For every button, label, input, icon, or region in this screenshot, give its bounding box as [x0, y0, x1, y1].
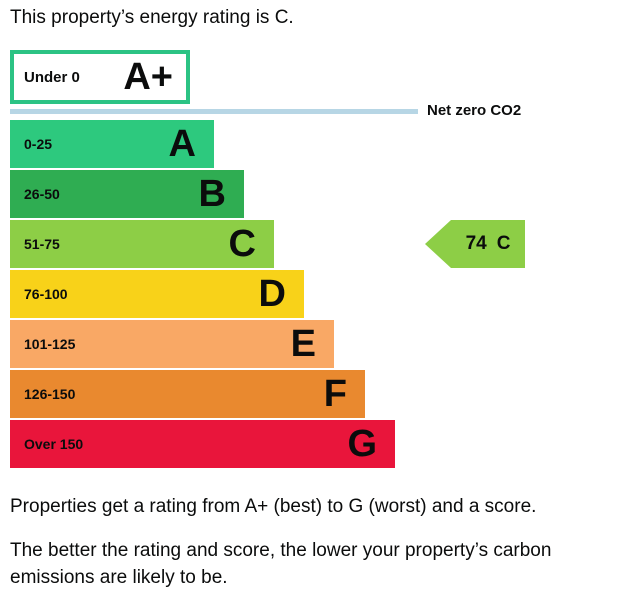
page-title: This property’s energy rating is C. [10, 7, 294, 28]
band-e: 101-125 E [10, 320, 334, 368]
band-a: 0-25 A [10, 120, 214, 168]
band-letter: A+ [123, 56, 173, 98]
band-range-label: Over 150 [24, 436, 84, 452]
band-b: 26-50 B [10, 170, 244, 218]
band-range-label: Under 0 [24, 68, 80, 86]
band-g: Over 150 G [10, 420, 395, 468]
band-range-label: 126-150 [24, 386, 76, 402]
left-arrow-icon [425, 220, 451, 268]
net-zero-label: Net zero CO2 [427, 102, 522, 119]
band-letter: G [347, 423, 377, 465]
current-rating-pointer: 74 C [425, 220, 525, 268]
band-letter: A [168, 123, 196, 165]
band-range-label: 0-25 [24, 136, 53, 152]
current-rating-value: 74 C [451, 220, 525, 268]
band-letter: F [323, 373, 347, 415]
current-band: C [496, 233, 511, 254]
band-letter: D [258, 273, 286, 315]
emissions-explanation: The better the rating and score, the low… [10, 540, 552, 588]
band-c: 51-75 C [10, 220, 274, 268]
band-d: 76-100 D [10, 270, 304, 318]
band-f: 126-150 F [10, 370, 365, 418]
band-letter: E [290, 323, 316, 365]
band-letter: B [198, 173, 226, 215]
band-a-plus: Under 0 A+ [10, 50, 190, 104]
current-score: 74 [465, 233, 487, 254]
band-range-label: 101-125 [24, 336, 76, 352]
net-zero-line [10, 109, 418, 114]
band-range-label: 51-75 [24, 236, 60, 252]
band-range-label: 26-50 [24, 186, 60, 202]
band-letter: C [228, 223, 256, 265]
rating-explanation: Properties get a rating from A+ (best) t… [10, 496, 537, 517]
band-range-label: 76-100 [24, 286, 68, 302]
rating-bands: 0-25 A 26-50 B 51-75 C 76-100 D 101-125 … [10, 120, 395, 470]
